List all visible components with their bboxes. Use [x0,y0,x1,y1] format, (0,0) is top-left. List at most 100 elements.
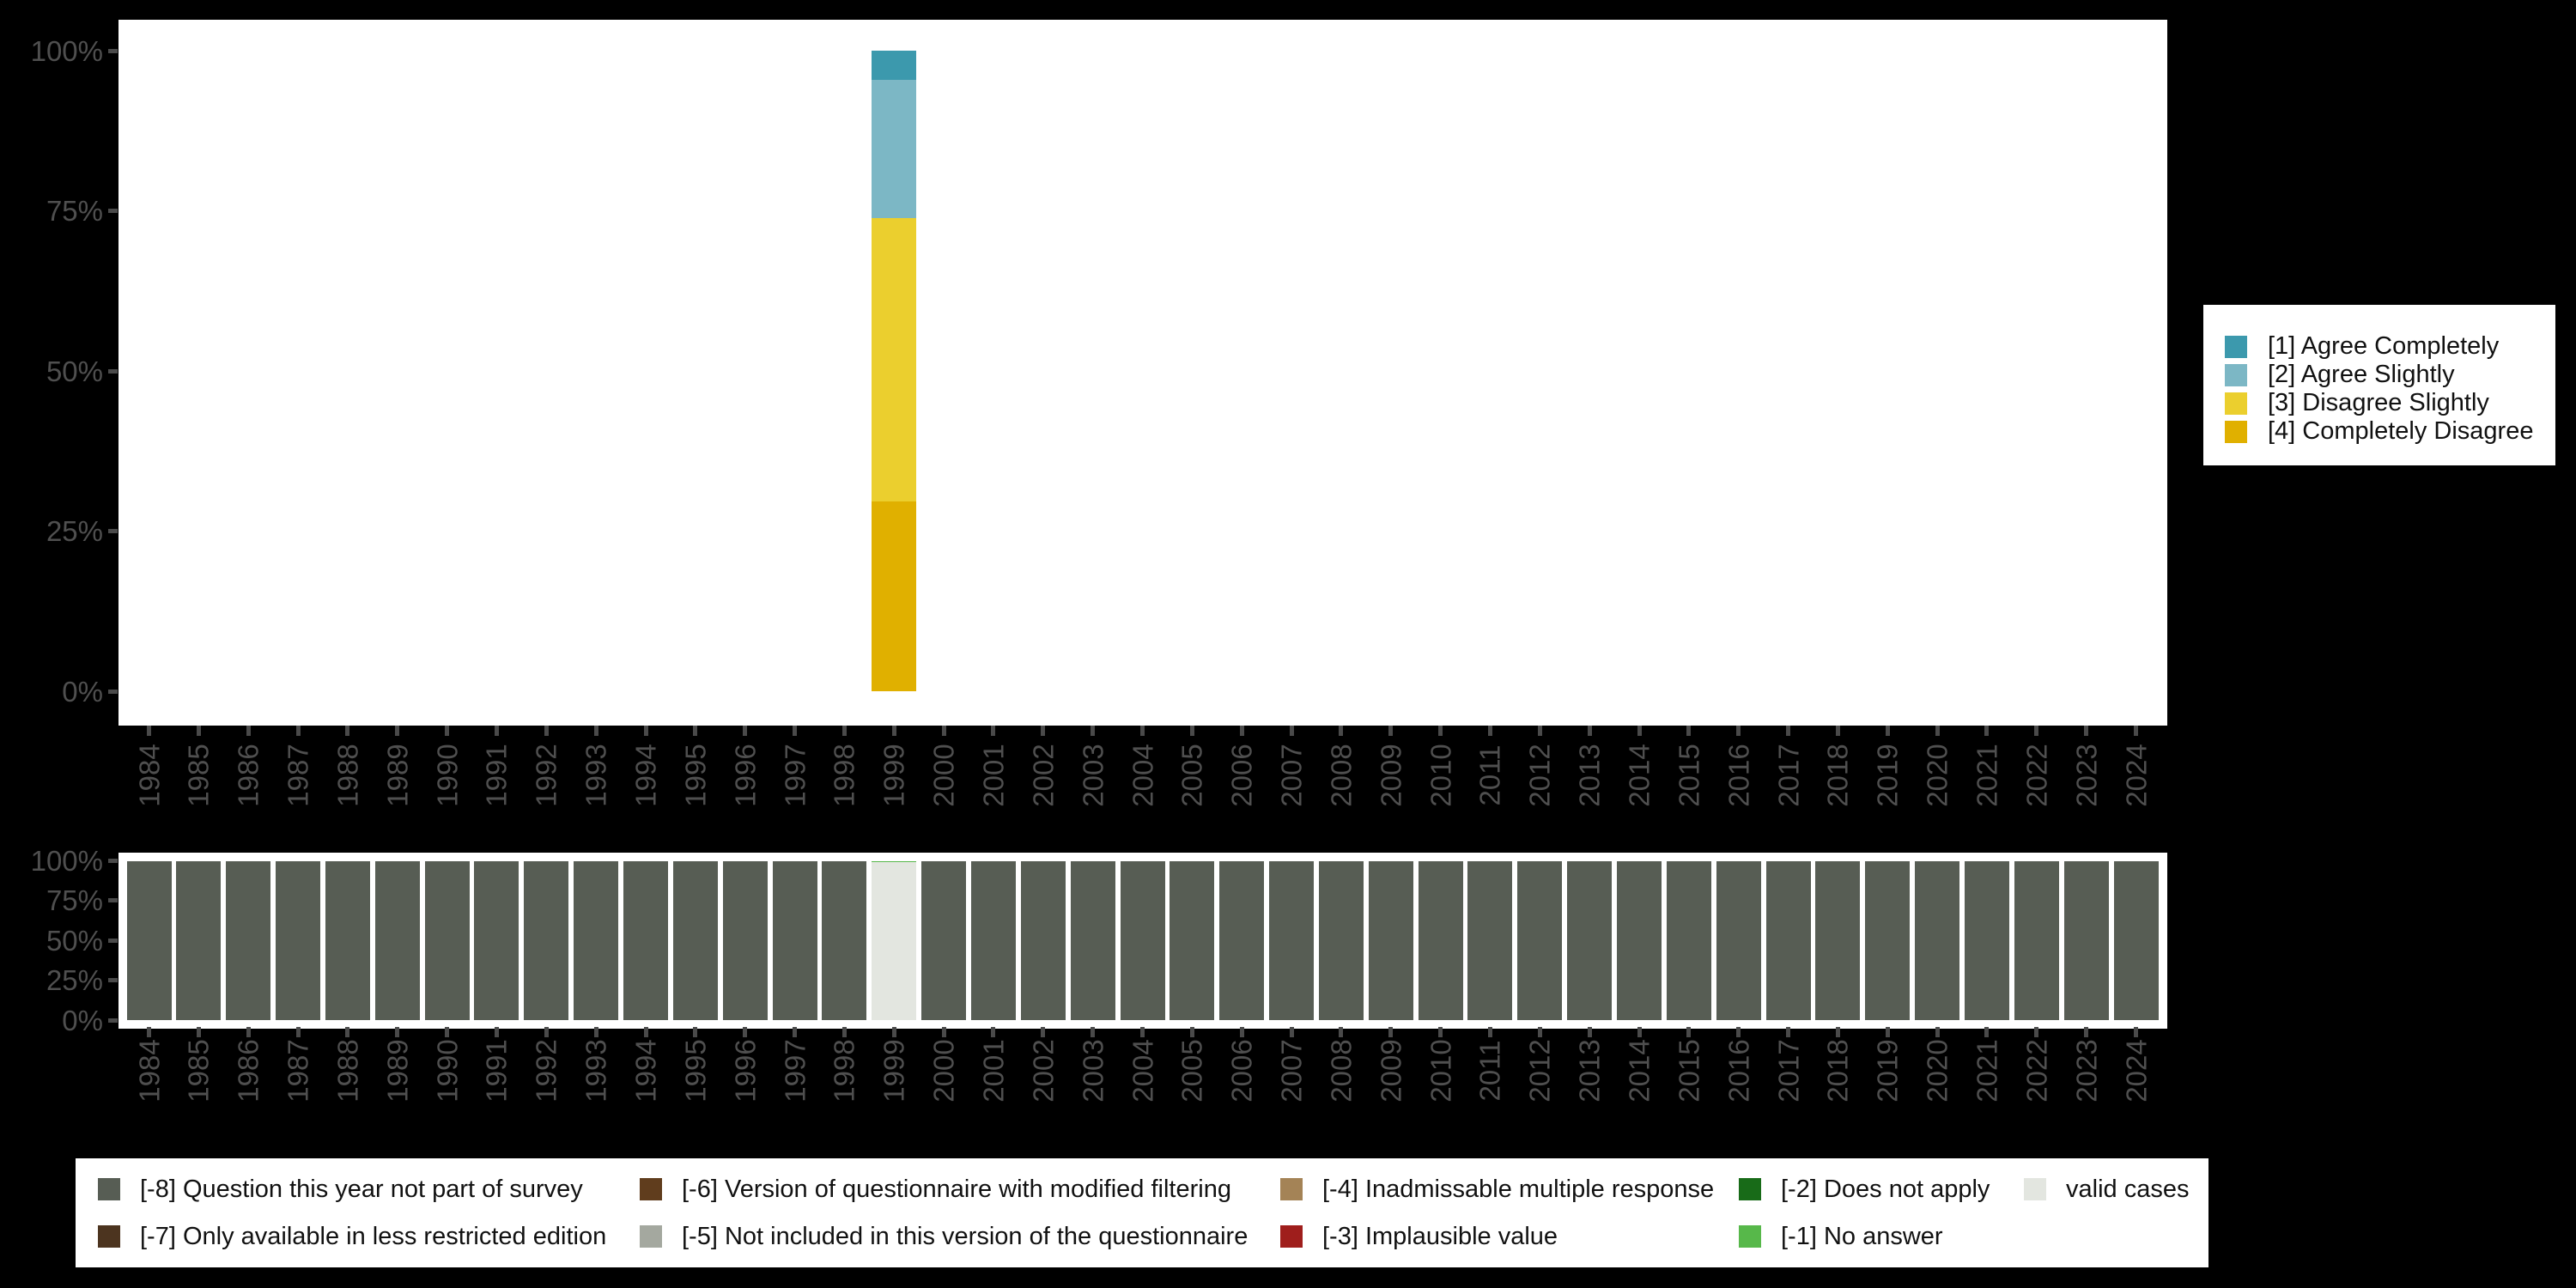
legend-label: [-1] No answer [1781,1222,1943,1250]
x-tick-mark [593,726,598,736]
x-tick-label: 1987 [282,744,314,807]
x-tick-mark [2084,726,2089,736]
y-tick-label: 50% [46,355,103,387]
missing-bar-2024 [2113,860,2159,1020]
missing-bar-2013 [1567,860,1613,1020]
legend-label: [-6] Version of questionnaire with modif… [682,1175,1231,1203]
x-tick-label: 2007 [1275,1039,1308,1103]
x-tick-label: 2016 [1722,744,1755,807]
bar-segment [226,860,271,1020]
x-tick-mark [1736,1027,1741,1037]
legend-label: [1] Agree Completely [2268,332,2500,360]
legend-swatch [1280,1178,1303,1200]
bar-segment [325,860,370,1020]
y-tick-mark [108,898,118,903]
x-tick-mark [1984,726,1990,736]
x-tick-label: 1988 [331,744,364,807]
y-tick-mark [108,978,118,983]
x-tick-label: 2008 [1325,1039,1358,1103]
x-tick-label: 2008 [1325,744,1358,807]
legend-swatch [1739,1178,1761,1200]
y-tick-mark [108,48,118,53]
stacked-bar-1999 [872,51,917,691]
missing-bar-1997 [772,860,817,1020]
x-tick-mark [1041,1027,1046,1037]
x-tick-label: 1992 [530,744,562,807]
x-tick-mark [793,1027,798,1037]
bar-segment [872,80,917,219]
x-tick-mark [295,726,301,736]
missing-values-legend: [-8] Question this year not part of surv… [76,1158,2208,1267]
x-tick-label: 1996 [729,1039,762,1103]
x-tick-label: 2004 [1127,744,1158,807]
x-tick-mark [991,726,996,736]
x-tick-mark [1041,726,1046,736]
bar-segment [1716,860,1761,1020]
bar-segment [872,218,917,502]
x-tick-label: 2014 [1623,1039,1656,1103]
x-tick-mark [1786,726,1791,736]
bar-segment [1020,860,1066,1020]
legend-label: [4] Completely Disagree [2268,417,2534,445]
bar-segment [672,860,718,1020]
missing-bar-2022 [2014,860,2059,1020]
legend-label: [-7] Only available in less restricted e… [140,1222,607,1250]
bar-segment [1915,860,1960,1020]
missing-bar-2020 [1915,860,1960,1020]
y-tick-label: 100% [30,34,103,67]
missing-bar-1994 [623,860,668,1020]
x-tick-label: 1995 [679,1039,712,1103]
x-tick-label: 1989 [381,744,414,807]
x-tick-label: 1985 [182,744,215,807]
x-tick-label: 2015 [1673,1039,1705,1103]
missing-bar-1998 [822,860,867,1020]
x-tick-label: 2020 [1921,744,1953,807]
missing-bar-1995 [672,860,718,1020]
missing-bar-2008 [1318,860,1364,1020]
x-tick-mark [1487,726,1492,736]
bar-segment [1865,860,1911,1020]
x-tick-label: 1985 [182,1039,215,1103]
bar-segment [872,501,917,691]
bar-segment [872,51,917,81]
legend-label: [2] Agree Slightly [2268,361,2455,388]
missing-bar-1984 [126,860,172,1020]
legend-label: valid cases [2066,1175,2190,1203]
x-tick-label: 2002 [1027,744,1060,807]
legend-item: [2] Agree Slightly [2225,361,2555,389]
y-tick-mark [108,689,118,694]
bar-segment [1120,860,1165,1020]
x-tick-label: 2018 [1821,744,1854,807]
x-tick-mark [1140,1027,1145,1037]
x-tick-label: 2024 [2120,1039,2152,1103]
x-tick-mark [1835,1027,1840,1037]
missing-bar-2001 [970,860,1016,1020]
legend-item: [-3] Implausible value [1280,1224,1558,1249]
x-tick-label: 1993 [580,744,612,807]
x-tick-mark [147,726,151,736]
bar-segment [1070,860,1115,1020]
y-tick-label: 100% [30,845,103,877]
x-tick-label: 2017 [1772,744,1805,807]
bar-segment [1815,860,1861,1020]
missing-bar-1988 [325,860,370,1020]
x-tick-label: 1998 [828,744,860,807]
x-tick-mark [1537,1027,1542,1037]
x-tick-mark [1388,726,1394,736]
x-tick-label: 2022 [2020,744,2053,807]
missing-bar-2004 [1120,860,1165,1020]
x-tick-mark [1637,726,1642,736]
y-tick-label: 25% [46,964,103,997]
response-legend: [1] Agree Completely [2] Agree Slightly [3… [2203,305,2555,465]
missing-bar-1991 [474,860,519,1020]
x-tick-label: 2023 [2070,1039,2103,1103]
x-tick-label: 2021 [1971,1039,2003,1103]
missing-bar-2018 [1815,860,1861,1020]
bar-segment [1418,860,1463,1020]
missing-bar-2012 [1517,860,1563,1020]
legend-swatch [98,1178,120,1200]
missing-bar-2009 [1368,860,1413,1020]
legend-label: [-4] Inadmissable multiple response [1322,1175,1715,1203]
x-tick-label: 2022 [2020,1039,2053,1103]
